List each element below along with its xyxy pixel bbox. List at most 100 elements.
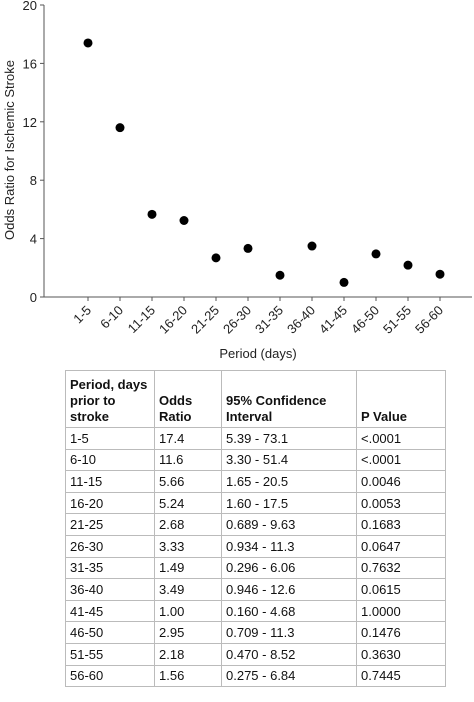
table-cell: 41-45: [65, 599, 155, 623]
point: [179, 215, 189, 225]
y-tick-label: 8: [30, 173, 37, 188]
table-cell: 5.24: [154, 491, 222, 515]
point: [115, 123, 125, 133]
table-cell: 1.0000: [356, 599, 446, 623]
table-cell: 17.4: [154, 427, 222, 450]
x-tick-label: 41-45: [316, 303, 350, 337]
table-cell: 31-35: [65, 556, 155, 580]
point: [275, 270, 285, 280]
table-cell: 2.68: [154, 513, 222, 536]
table-cell: 0.296 - 6.06: [221, 556, 357, 580]
table-row: 21-25 2.68 0.689 - 9.63 0.1683: [65, 513, 446, 536]
chart: Odds Ratio for Ischemic Stroke Period (d…: [2, 0, 472, 361]
table-cell: 21-25: [65, 513, 155, 536]
table-cell: 1.56: [154, 664, 222, 688]
header-cell: P Value: [356, 370, 446, 428]
table-cell: 0.934 - 11.3: [221, 534, 357, 558]
table-cell: 6-10: [65, 448, 155, 472]
point: [147, 209, 157, 219]
x-axis-label: Period (days): [219, 346, 296, 361]
table-cell: 1.65 - 20.5: [221, 470, 357, 493]
table-cell: 1.60 - 17.5: [221, 491, 357, 515]
table-row: 51-55 2.18 0.470 - 8.52 0.3630: [65, 642, 446, 666]
table-row: 46-50 2.95 0.709 - 11.3 0.1476: [65, 621, 446, 644]
table-cell: 11-15: [65, 470, 155, 493]
table-row: 16-20 5.24 1.60 - 17.5 0.0053: [65, 491, 446, 515]
table-cell: 1-5: [65, 427, 155, 450]
table-cell: 0.0647: [356, 534, 446, 558]
y-axis-label: Odds Ratio for Ischemic Stroke: [2, 60, 17, 240]
table-cell: <.0001: [356, 448, 446, 472]
table-cell: 56-60: [65, 664, 155, 688]
table-cell: 46-50: [65, 621, 155, 644]
table-cell: 0.7445: [356, 664, 446, 688]
x-tick-label: 26-30: [220, 303, 254, 337]
data-table: Period, days prior to stroke Odds Ratio 95…: [65, 370, 446, 688]
y-tick-label: 12: [23, 115, 37, 130]
table-cell: 0.0615: [356, 578, 446, 601]
table-row: 1-5 17.4 5.39 - 73.1 <.0001: [65, 427, 446, 450]
table-cell: 3.30 - 51.4: [221, 448, 357, 472]
x-tick-label: 51-55: [380, 303, 414, 337]
point: [339, 277, 349, 287]
table-cell: 0.470 - 8.52: [221, 642, 357, 666]
point: [307, 241, 317, 251]
table-cell: 1.00: [154, 599, 222, 623]
table-cell: 0.689 - 9.63: [221, 513, 357, 536]
point: [403, 260, 413, 270]
table-cell: 26-30: [65, 534, 155, 558]
table-cell: 0.160 - 4.68: [221, 599, 357, 623]
point: [211, 253, 221, 263]
point: [243, 243, 253, 253]
y-tick-label: 16: [23, 56, 37, 71]
y-tick-label: 4: [30, 232, 37, 247]
x-tick-label: 16-20: [156, 303, 190, 337]
x-tick-label: 36-40: [284, 303, 318, 337]
point: [83, 38, 93, 48]
table-cell: 5.39 - 73.1: [221, 427, 357, 450]
table-cell: <.0001: [356, 427, 446, 450]
table-cell: 0.946 - 12.6: [221, 578, 357, 601]
header-cell: Period, days prior to stroke: [65, 370, 155, 428]
y-tick-label: 20: [23, 0, 37, 13]
x-tick-label: 21-25: [188, 303, 222, 337]
x-tick-label: 56-60: [412, 303, 446, 337]
point: [435, 269, 445, 279]
table-row: 11-15 5.66 1.65 - 20.5 0.0046: [65, 470, 446, 493]
x-tick-label: 11-15: [125, 303, 158, 336]
y-tick-label: 0: [30, 290, 37, 305]
x-tick-label: 1-5: [70, 303, 94, 327]
table-cell: 16-20: [65, 491, 155, 515]
table-cell: 1.49: [154, 556, 222, 580]
table-cell: 0.7632: [356, 556, 446, 580]
x-tick-label: 31-35: [252, 303, 286, 337]
x-tick-label: 46-50: [348, 303, 382, 337]
x-tick-label: 6-10: [97, 303, 126, 332]
header-row: Period, days prior to stroke Odds Ratio 95…: [65, 370, 446, 428]
point: [371, 249, 381, 259]
table-cell: 0.1683: [356, 513, 446, 536]
table-cell: 3.49: [154, 578, 222, 601]
table-cell: 0.3630: [356, 642, 446, 666]
table-row: 6-10 11.6 3.30 - 51.4 <.0001: [65, 448, 446, 472]
table-cell: 0.275 - 6.84: [221, 664, 357, 688]
table-cell: 2.95: [154, 621, 222, 644]
table-row: 36-40 3.49 0.946 - 12.6 0.0615: [65, 578, 446, 601]
table-cell: 0.709 - 11.3: [221, 621, 357, 644]
table-cell: 0.0046: [356, 470, 446, 493]
table-cell: 0.0053: [356, 491, 446, 515]
table-cell: 2.18: [154, 642, 222, 666]
table-cell: 51-55: [65, 642, 155, 666]
table-row: 56-60 1.56 0.275 - 6.84 0.7445: [65, 664, 446, 688]
table-cell: 0.1476: [356, 621, 446, 644]
header-cell: 95% Confidence Interval: [221, 370, 357, 428]
table-cell: 5.66: [154, 470, 222, 493]
table-cell: 36-40: [65, 578, 155, 601]
table-row: 26-30 3.33 0.934 - 11.3 0.0647: [65, 534, 446, 558]
table-cell: 11.6: [154, 448, 222, 472]
table-row: 31-35 1.49 0.296 - 6.06 0.7632: [65, 556, 446, 580]
table-row: 41-45 1.00 0.160 - 4.68 1.0000: [65, 599, 446, 623]
table-cell: 3.33: [154, 534, 222, 558]
header-cell: Odds Ratio: [154, 370, 222, 428]
